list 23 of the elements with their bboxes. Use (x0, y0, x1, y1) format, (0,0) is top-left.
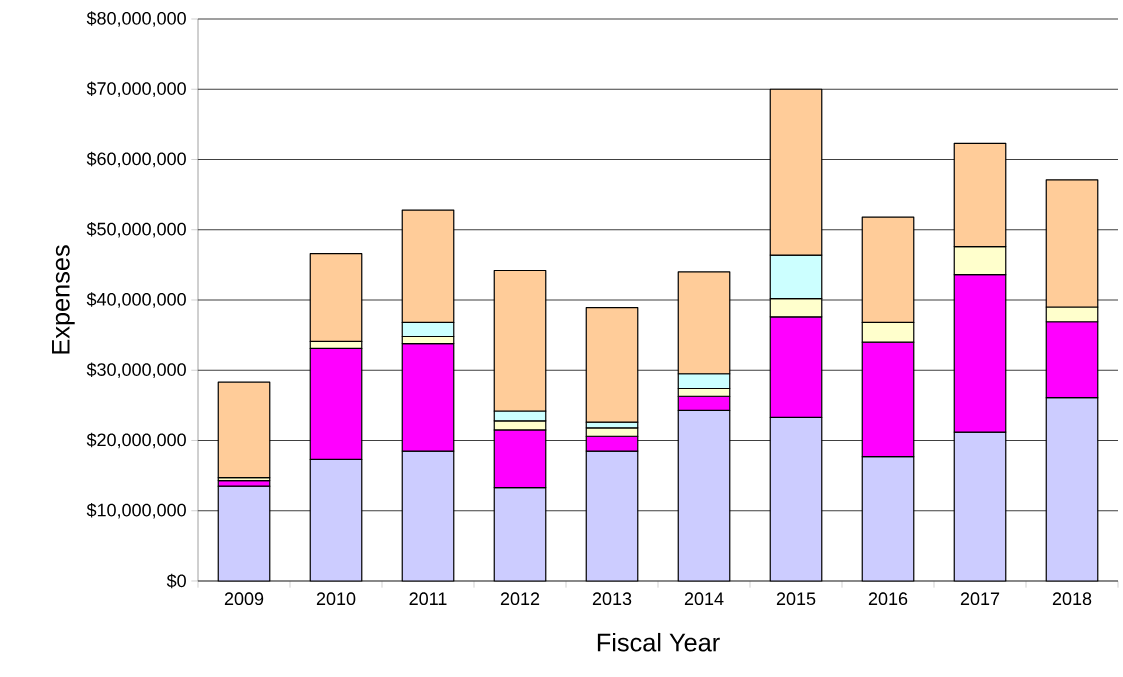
y-tick-label: $60,000,000 (86, 151, 186, 168)
x-tick-label: 2016 (868, 592, 908, 606)
x-tick-label: 2018 (1052, 592, 1092, 606)
y-tick-label: $10,000,000 (86, 502, 186, 519)
x-axis-title: Fiscal Year (597, 632, 720, 652)
x-tick-label: 2011 (409, 592, 447, 606)
x-tick-label: 2015 (776, 592, 816, 606)
x-tick-label: 2013 (592, 592, 632, 606)
x-tick-label: 2010 (316, 592, 356, 606)
y-tick-label: $30,000,000 (86, 362, 186, 379)
y-axis-title: Expenses (52, 245, 75, 354)
x-tick-label: 2009 (224, 592, 264, 606)
x-tick-label: 2014 (684, 592, 724, 606)
y-tick-label: $0 (166, 573, 186, 589)
y-tick-label: $20,000,000 (86, 432, 186, 449)
bar (217, 485, 271, 582)
y-tick-label: $40,000,000 (86, 292, 186, 308)
bar (217, 381, 271, 479)
y-tick-label: $70,000,000 (86, 81, 186, 98)
x-tick-label: 2012 (500, 592, 540, 606)
x-tick-label: 2017 (960, 592, 1000, 606)
y-tick-label: $80,000,000 (86, 11, 186, 27)
y-tick-label: $50,000,000 (86, 221, 186, 238)
